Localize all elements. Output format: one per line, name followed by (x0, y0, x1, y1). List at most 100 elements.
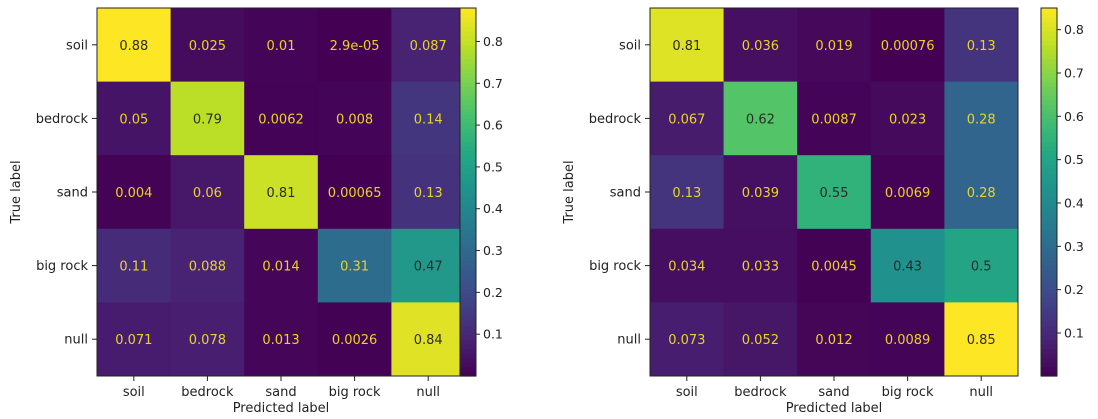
x-tick-label: sand (818, 385, 849, 400)
heatmap-cell (723, 155, 798, 230)
colorbar-strip (1041, 40, 1057, 46)
heatmap-cell (244, 228, 319, 303)
y-tick-label: soil (66, 38, 88, 53)
colorbar-strip (460, 150, 476, 156)
colorbar-strip (1041, 35, 1057, 41)
colorbar-strip (460, 72, 476, 78)
colorbar-strip (460, 343, 476, 349)
heatmap-cell (317, 155, 392, 230)
colorbar-strip (460, 12, 476, 18)
cell-value-label: 0.06 (193, 186, 222, 201)
colorbar-strip (460, 90, 476, 96)
colorbar-strip (1041, 343, 1057, 349)
colorbar-strip (1041, 325, 1057, 331)
colorbar-strip (460, 362, 476, 368)
y-tick-label: sand (610, 186, 641, 201)
colorbar-strip (460, 187, 476, 193)
colorbar-strip (460, 251, 476, 257)
heatmap-cell (97, 8, 172, 83)
colorbar-strip (1041, 81, 1057, 87)
colorbar-strip (460, 182, 476, 188)
colorbar-strip (1041, 49, 1057, 55)
y-tick-label: null (617, 333, 641, 348)
colorbar-strip (1041, 302, 1057, 308)
colorbar-strip (460, 54, 476, 60)
cell-value-label: 0.014 (262, 260, 299, 275)
colorbar-strip (1041, 320, 1057, 326)
colorbar-strip (1041, 100, 1057, 106)
y-tick-label: big rock (589, 259, 641, 274)
cell-value-label: 0.14 (414, 112, 443, 127)
cell-value-label: 0.00065 (328, 186, 382, 201)
heatmap-cell (317, 8, 392, 83)
colorbar-strip (1041, 187, 1057, 193)
colorbar-strip (1041, 297, 1057, 303)
cell-value-label: 0.071 (115, 333, 152, 348)
colorbar-strip (460, 256, 476, 262)
colorbar-tick-label: 0.3 (1064, 239, 1084, 254)
heatmap-cell (650, 81, 725, 156)
colorbar-strip (460, 192, 476, 198)
colorbar-strip (460, 325, 476, 331)
colorbar-strip (460, 265, 476, 271)
colorbar-strip (1041, 279, 1057, 285)
colorbar-strip (460, 58, 476, 64)
colorbar-strip (460, 302, 476, 308)
colorbar-strip (1041, 238, 1057, 244)
heatmap-cell (650, 302, 725, 377)
colorbar-strip (1041, 17, 1057, 23)
colorbar-strip (460, 274, 476, 280)
colorbar-strip (460, 247, 476, 253)
colorbar-frame (459, 7, 477, 377)
heatmap-cell (650, 8, 725, 83)
colorbar-strip (1041, 155, 1057, 161)
colorbar-tick-label: 0.4 (483, 201, 503, 216)
colorbar-strip (1041, 284, 1057, 290)
colorbar-strip (1041, 192, 1057, 198)
colorbar-strip (460, 95, 476, 101)
colorbar-strip (1041, 26, 1057, 32)
heatmap-cell (391, 302, 466, 377)
heatmap-cell (170, 302, 245, 377)
cell-value-label: 2.9e-05 (330, 39, 380, 54)
cell-value-label: 0.79 (193, 112, 222, 127)
colorbar-frame (1040, 7, 1058, 377)
colorbar-strip (1041, 123, 1057, 129)
colorbar-strip (460, 293, 476, 299)
colorbar-strip (1041, 141, 1057, 147)
colorbar-strip (1041, 371, 1057, 377)
colorbar-strip (460, 113, 476, 119)
colorbar-strip (1041, 113, 1057, 119)
colorbar-strip (1041, 210, 1057, 216)
x-tick-label: null (416, 385, 440, 400)
colorbar-strip (1041, 256, 1057, 262)
colorbar-strip (460, 348, 476, 354)
heatmap-cell (391, 8, 466, 83)
x-tick-label: null (969, 385, 993, 400)
colorbar-strip (1041, 274, 1057, 280)
colorbar-strip (1041, 247, 1057, 253)
colorbar-strip (460, 40, 476, 46)
colorbar-strip (460, 196, 476, 202)
colorbar-strip (1041, 307, 1057, 313)
colorbar-strip (460, 320, 476, 326)
colorbar-strip (1041, 224, 1057, 230)
colorbar-strip (460, 279, 476, 285)
colorbar-strip (1041, 362, 1057, 368)
cell-value-label: 0.019 (815, 39, 852, 54)
colorbar-tick-label: 0.7 (1064, 65, 1084, 80)
cell-value-label: 0.13 (967, 39, 996, 54)
y-tick-label: bedrock (589, 112, 642, 127)
colorbar-strip (460, 307, 476, 313)
cell-value-label: 0.55 (820, 186, 849, 201)
cell-value-label: 0.0089 (885, 333, 931, 348)
heatmap-cell (723, 81, 798, 156)
colorbar-strip (460, 371, 476, 377)
heatmap-cell (97, 155, 172, 230)
x-axis-label: Predicted label (233, 401, 330, 416)
heatmap-cell (870, 302, 945, 377)
cell-value-label: 0.5 (971, 260, 992, 275)
colorbar-strip (1041, 90, 1057, 96)
colorbar-strip (1041, 146, 1057, 152)
colorbar-strip (1041, 233, 1057, 239)
